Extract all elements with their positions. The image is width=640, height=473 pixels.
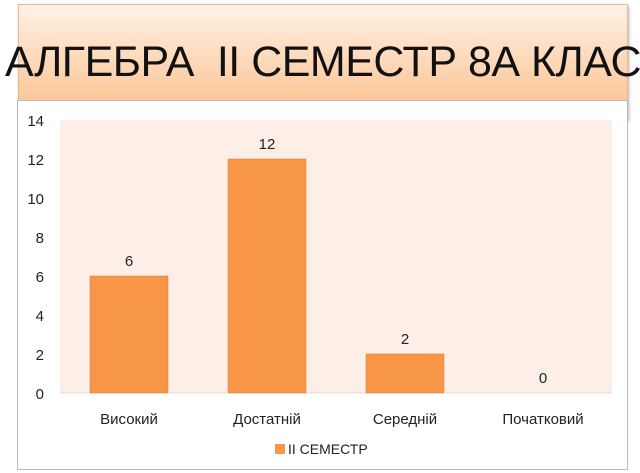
legend-label: II СЕМЕСТР: [288, 441, 368, 457]
data-label: 0: [539, 370, 547, 387]
y-tick-label: 8: [36, 230, 44, 247]
data-label: 12: [259, 136, 276, 153]
data-label: 6: [125, 253, 133, 270]
bar: [89, 275, 169, 394]
data-label: 2: [401, 331, 409, 348]
x-tick-label: Початковий: [502, 411, 583, 428]
x-tick-label: Достатній: [233, 411, 301, 428]
bar: [365, 353, 445, 394]
y-tick-label: 14: [27, 113, 44, 130]
x-tick-label: Середній: [373, 411, 437, 428]
x-tick-label: Високий: [100, 411, 158, 428]
y-tick-label: 6: [36, 269, 44, 286]
bar: [227, 158, 307, 394]
y-tick-label: 0: [36, 386, 44, 403]
y-tick-label: 4: [36, 308, 44, 325]
y-tick-label: 12: [27, 152, 44, 169]
y-tick-label: 10: [27, 191, 44, 208]
y-tick-label: 2: [36, 347, 44, 364]
legend-swatch: [275, 444, 285, 454]
